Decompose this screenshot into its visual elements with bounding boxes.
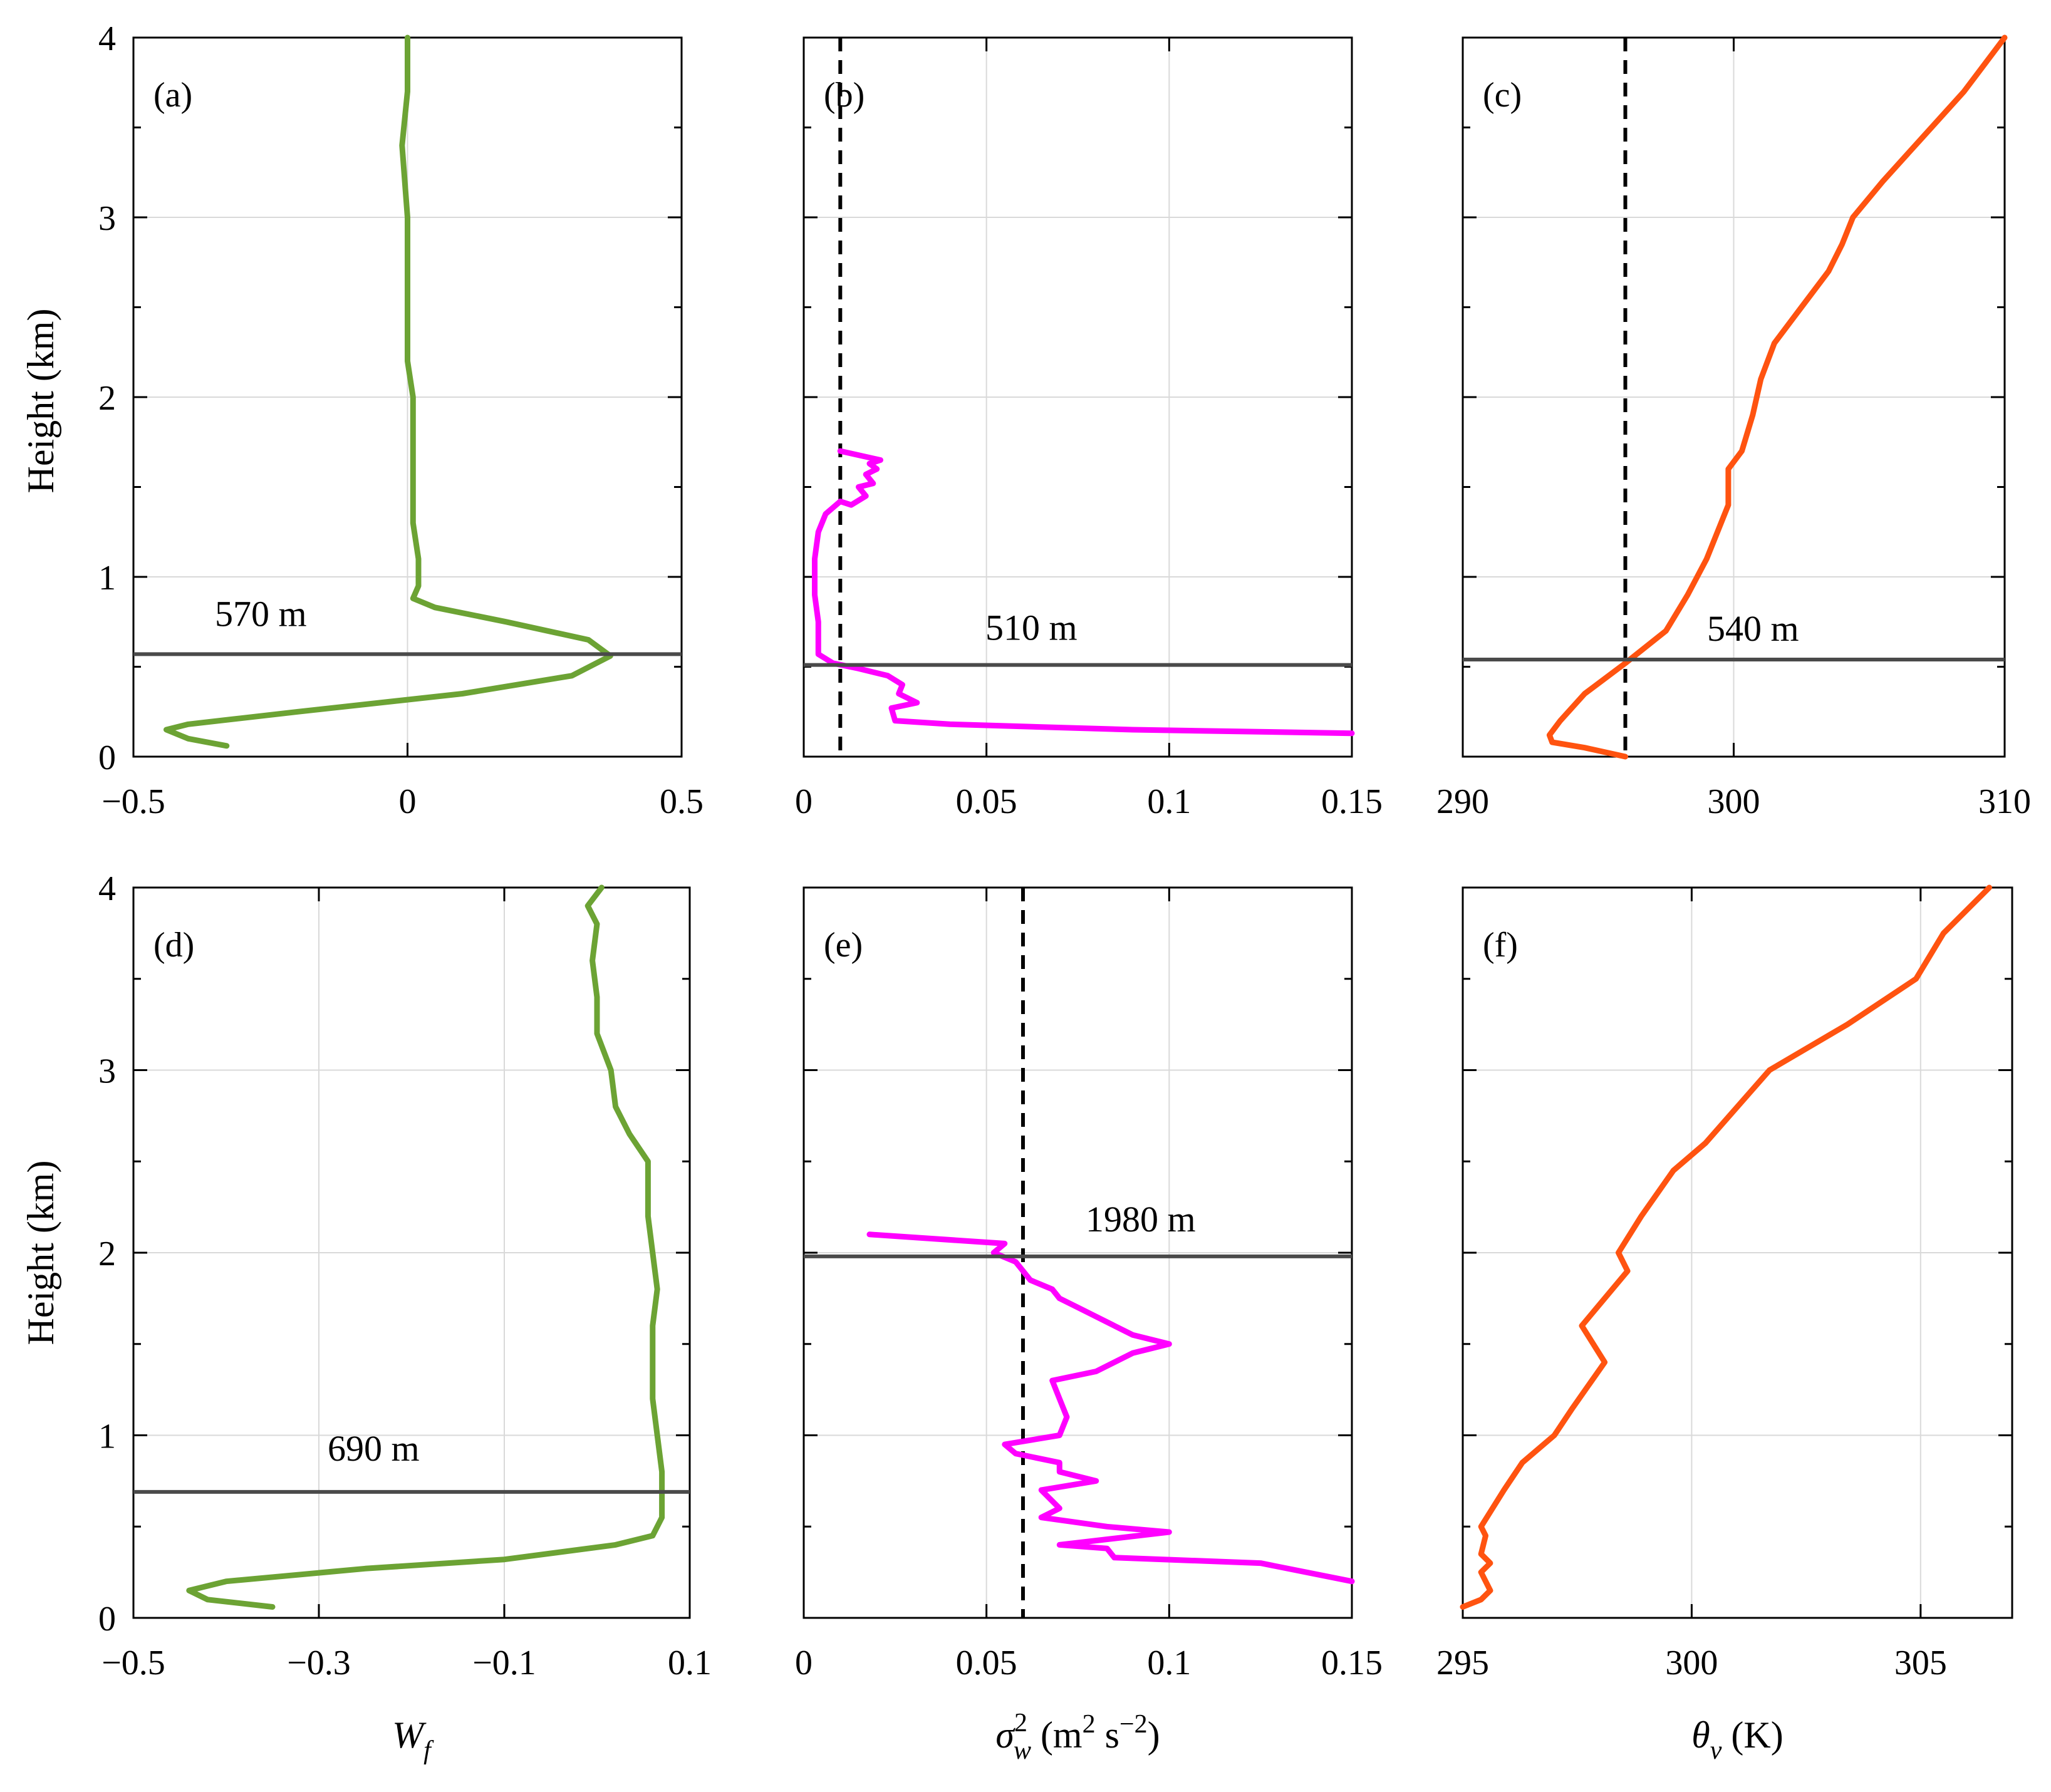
axes-frame	[1462, 886, 2013, 1619]
ytick-label: 4	[98, 19, 116, 58]
panel-b: 0 0.05 0.1 0.15 (b) 510 m	[795, 36, 1383, 821]
xtick-label: 0.1	[668, 1644, 712, 1682]
axes-frame	[1462, 36, 2006, 758]
panels-group: −0.5 0 0.5 0 1 2 3 4 (a) 570 m 0 0.05 0.1 0.15 (b) 510 …	[98, 19, 2031, 1765]
xlabel: θv (K)	[1691, 1714, 1783, 1765]
series-line-0	[164, 34, 613, 749]
boundary-label: 540 m	[1707, 608, 1799, 649]
boundary-label: 1980 m	[1086, 1199, 1196, 1240]
xtick-label: 305	[1894, 1644, 1947, 1682]
xtick-label: −0.1	[472, 1644, 536, 1682]
xtick-label: 0.05	[956, 782, 1017, 821]
series-line-0	[1546, 34, 2008, 760]
ytick-label: 3	[98, 199, 116, 238]
ytick-label: 0	[98, 738, 116, 777]
xtick-label: 0	[399, 782, 417, 821]
ytick-label: 2	[98, 1235, 116, 1273]
xtick-label: −0.3	[287, 1644, 351, 1682]
ytick-label: 2	[98, 379, 116, 418]
panel-label: (a)	[153, 76, 192, 115]
panel-f: 295 300 305 (f)	[1436, 884, 2013, 1682]
panel-e: 0 0.05 0.1 0.15 (e) 1980 m	[795, 886, 1383, 1682]
xtick-label: 295	[1436, 1644, 1489, 1682]
ytick-label: 1	[98, 559, 116, 598]
panel-label: (d)	[153, 926, 194, 965]
series-line-0	[1460, 884, 1992, 1610]
ytick-label: 4	[98, 869, 116, 908]
xtick-label: 310	[1978, 782, 2031, 821]
panel-label: (e)	[824, 926, 863, 965]
panel-label: (c)	[1483, 76, 1522, 115]
series-line-0	[812, 448, 1355, 737]
boundary-label: 690 m	[328, 1428, 420, 1469]
panel-label: (b)	[824, 76, 865, 115]
series-line-0	[866, 1231, 1355, 1585]
xtick-label: 0	[795, 1644, 813, 1682]
axes-frame	[132, 886, 691, 1619]
xtick-label: 0.1	[1147, 1644, 1191, 1682]
ytick-label: 3	[98, 1052, 116, 1091]
xtick-label: 0.5	[660, 782, 704, 821]
ylabel-bottom: Height (km)	[20, 1161, 61, 1345]
xtick-label: 0.15	[1321, 1644, 1383, 1682]
xtick-label: 0.05	[956, 1644, 1017, 1682]
xlabel: Wf	[392, 1714, 434, 1765]
xtick-label: 0.1	[1147, 782, 1191, 821]
boundary-label: 570 m	[215, 593, 307, 634]
axes-frame	[802, 36, 1353, 758]
xtick-label: 0.15	[1321, 782, 1383, 821]
series-line-0	[186, 884, 665, 1610]
panel-d: −0.5 −0.3 −0.1 0.1 0 1 2 3 4 (d) 690 m	[98, 869, 712, 1682]
ylabel-top: Height (km)	[20, 309, 61, 494]
panel-a: −0.5 0 0.5 0 1 2 3 4 (a) 570 m	[98, 19, 704, 821]
boundary-label: 510 m	[985, 608, 1077, 648]
xtick-label: 300	[1665, 1644, 1718, 1682]
xtick-label: 0	[795, 782, 813, 821]
panel-label: (f)	[1483, 926, 1518, 965]
panel-c: 290 300 310 (c) 540 m	[1436, 34, 2031, 821]
xtick-label: −0.5	[101, 782, 165, 821]
ytick-label: 0	[98, 1600, 116, 1639]
xtick-label: −0.5	[101, 1644, 165, 1682]
ytick-label: 1	[98, 1417, 116, 1456]
xlabel: σ2 w (m2 s−2)	[995, 1709, 1160, 1765]
xtick-label: 290	[1436, 782, 1489, 821]
axes-frame	[802, 886, 1353, 1619]
xtick-label: 300	[1708, 782, 1760, 821]
